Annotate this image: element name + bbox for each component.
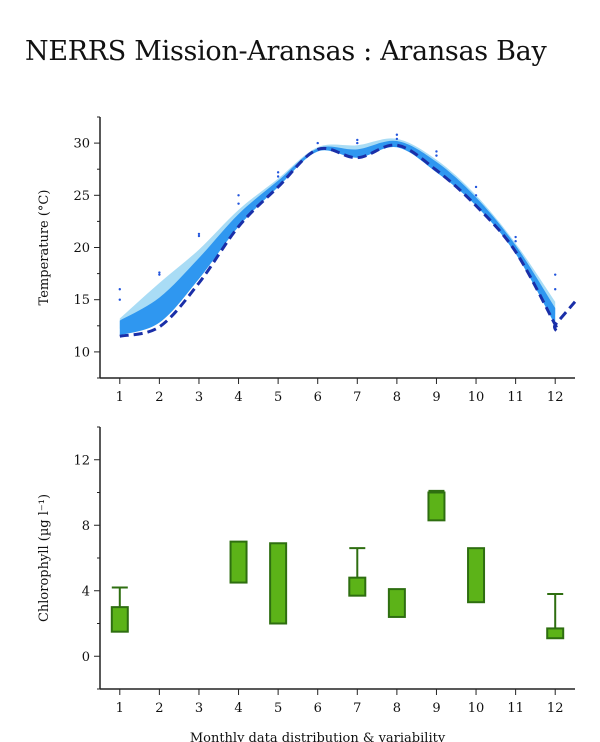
chlorophyll-x-tick-label: 10: [468, 701, 485, 716]
temperature-x-tick-label: 7: [353, 390, 361, 405]
chlorophyll-x-tick-label: 4: [234, 701, 242, 716]
chlorophyll-y-tick-label: 0: [82, 650, 90, 665]
temperature-data-point: [395, 137, 399, 141]
temperature-x-tick-label: 9: [432, 390, 440, 405]
chlorophyll-x-tick-label: 12: [547, 701, 564, 716]
temperature-x-tick-label: 4: [234, 390, 242, 405]
temperature-data-point: [514, 235, 517, 239]
temperature-data-point: [554, 273, 557, 276]
temperature-y-tick-label: 10: [73, 345, 90, 360]
temperature-data-point: [474, 194, 478, 197]
chlorophyll-y-tick-label: 12: [73, 453, 90, 468]
chlorophyll-x-tick-label: 8: [393, 701, 401, 716]
chlorophyll-box-month-4: [229, 540, 248, 584]
temperature-data-point: [356, 141, 359, 145]
temperature-data-point: [514, 240, 517, 243]
temperature-data-point: [395, 133, 399, 136]
temperature-x-tick-label: 8: [393, 390, 401, 405]
temperature-mean-curve: [119, 143, 577, 338]
temperature-y-tick-label: 25: [73, 189, 90, 204]
chlorophyll-y-tick-label: 4: [82, 584, 90, 599]
temperature-x-tick-label: 12: [547, 390, 564, 405]
temperature-x-tick-label: 2: [155, 390, 163, 405]
chlorophyll-box-month-9: [427, 491, 446, 522]
temperature-y-axis-label: Temperature (°C): [37, 190, 52, 306]
temperature-x-tick-label: 6: [314, 390, 322, 405]
chlorophyll-x-tick-label: 11: [507, 701, 524, 716]
chlorophyll-y-axis-label: Chlorophyll (µg l⁻¹): [37, 494, 52, 622]
chlorophyll-y-tick-label: 8: [82, 519, 90, 534]
chlorophyll-box-month-12: [546, 627, 565, 640]
chlorophyll-x-tick-label: 1: [116, 701, 124, 716]
temperature-data-point: [197, 232, 201, 236]
temperature-data-point: [118, 288, 121, 291]
temperature-x-tick-label: 3: [195, 390, 203, 405]
temperature-data-point: [237, 194, 240, 197]
temperature-x-tick-label: 11: [507, 390, 524, 405]
temperature-data-point: [356, 138, 359, 142]
temperature-data-point: [554, 288, 557, 291]
chlorophyll-box-month-7: [348, 576, 367, 597]
chlorophyll-box-month-10: [467, 547, 486, 604]
temperature-x-tick-label: 5: [274, 390, 282, 405]
temperature-data-point: [158, 273, 161, 276]
temperature-data-point: [276, 171, 280, 174]
temperature-data-point: [474, 185, 478, 189]
temperature-data-point: [197, 234, 201, 238]
chlorophyll-box-month-8: [387, 588, 406, 618]
chlorophyll-box-month-1: [110, 606, 129, 633]
temperature-y-tick-label: 20: [73, 241, 90, 256]
chlorophyll-x-tick-label: 5: [274, 701, 282, 716]
temperature-y-tick-label: 30: [73, 137, 90, 152]
temperature-data-point: [237, 202, 240, 205]
chlorophyll-x-tick-label: 3: [195, 701, 203, 716]
chlorophyll-x-tick-label: 2: [155, 701, 163, 716]
temperature-data-point: [435, 154, 438, 157]
chlorophyll-x-tick-label: 9: [432, 701, 440, 716]
temperature-data-point: [435, 150, 438, 153]
temperature-y-tick-label: 15: [73, 293, 90, 308]
chlorophyll-box-month-5: [269, 542, 288, 625]
chlorophyll-x-tick-label: 6: [314, 701, 322, 716]
temperature-data-point: [316, 141, 319, 145]
chlorophyll-x-tick-label: 7: [353, 701, 361, 716]
temperature-data-point: [158, 271, 161, 274]
chlorophyll-x-axis-label: Monthly data distribution & variability: [190, 731, 446, 742]
temperature-x-tick-label: 10: [468, 390, 485, 405]
page-title: NERRS Mission-Aransas : Aransas Bay: [25, 36, 547, 67]
temperature-interquartile-band: [119, 140, 556, 336]
temperature-data-point: [118, 298, 121, 301]
temperature-data-point: [276, 175, 280, 178]
temperature-x-tick-label: 1: [116, 390, 124, 405]
